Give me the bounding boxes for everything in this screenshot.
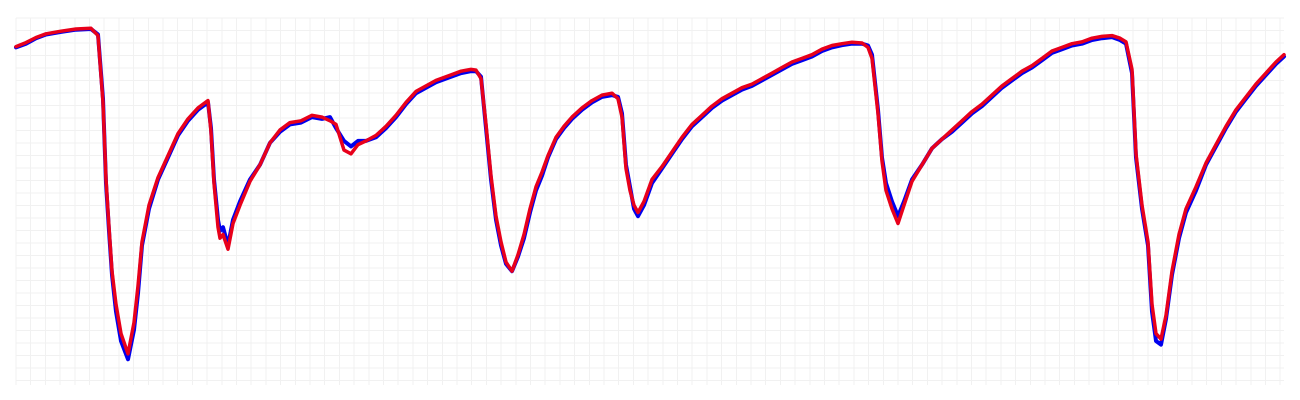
chart-series: [14, 26, 1286, 362]
series-line-blue: [14, 27, 1286, 362]
chart-grid: [15, 17, 1284, 385]
series-line-red: [14, 26, 1286, 356]
